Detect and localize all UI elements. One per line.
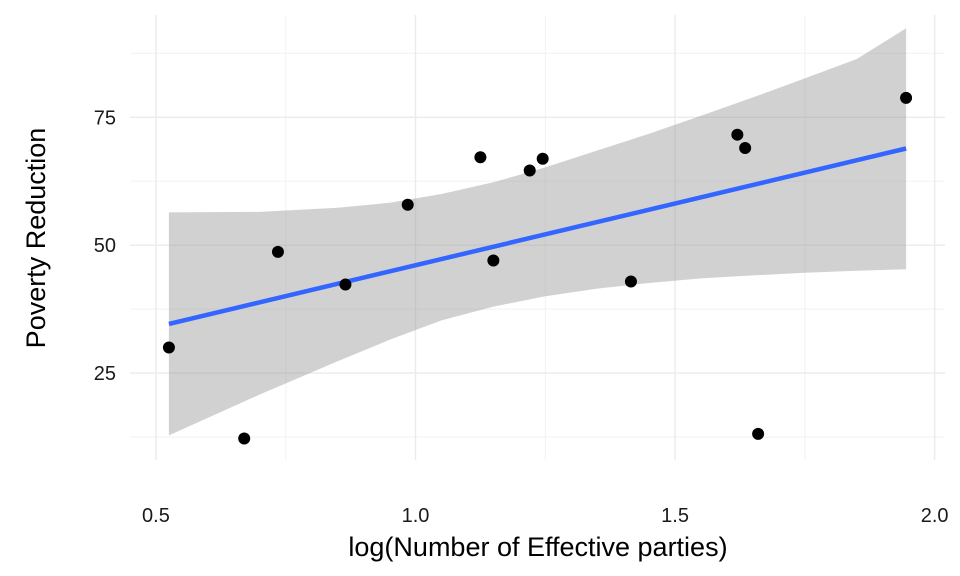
y-axis-title: Poverty Reduction <box>21 128 51 349</box>
data-point <box>752 427 765 440</box>
y-tick-label: 25 <box>94 363 116 385</box>
data-point <box>474 151 487 164</box>
x-tick-label: 0.5 <box>142 505 170 527</box>
grid-layer <box>130 15 945 460</box>
fit-line-layer <box>168 146 907 327</box>
data-point <box>487 254 500 267</box>
confidence-band-layer <box>168 28 907 436</box>
regression-line <box>168 146 907 327</box>
x-tick-label: 1.0 <box>402 505 430 527</box>
data-point <box>271 245 284 258</box>
x-tick-label: 1.5 <box>661 505 689 527</box>
confidence-band <box>168 28 907 436</box>
data-point <box>900 91 913 104</box>
y-tick-label: 50 <box>94 235 116 257</box>
points-layer <box>162 91 913 445</box>
data-point <box>401 198 414 211</box>
data-point <box>162 341 175 354</box>
y-tick-label: 75 <box>94 107 116 129</box>
data-point <box>739 141 752 154</box>
x-axis-title: log(Number of Effective parties) <box>348 532 727 562</box>
tick-labels-layer: 0.5 1.0 1.5 2.0 25 50 75 <box>94 107 949 527</box>
data-point <box>238 432 251 445</box>
data-point <box>624 275 637 288</box>
x-tick-label: 2.0 <box>921 505 949 527</box>
data-point <box>731 128 744 141</box>
data-point <box>523 164 536 177</box>
data-point <box>339 278 352 291</box>
data-point <box>536 152 549 165</box>
